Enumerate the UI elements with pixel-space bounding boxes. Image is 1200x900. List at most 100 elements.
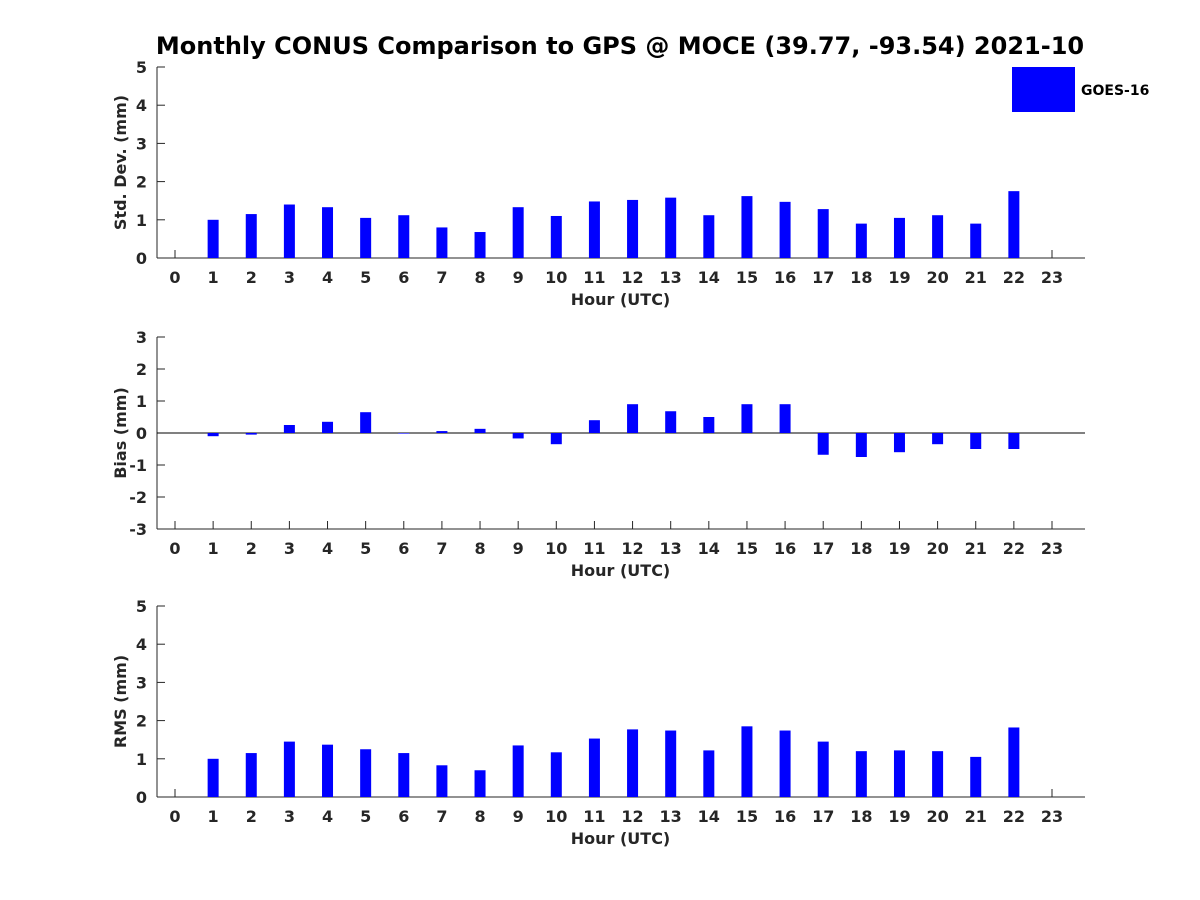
bar-21 [970, 223, 982, 258]
x-tick-label: 14 [698, 268, 720, 287]
y-tick-label: 2 [136, 173, 147, 192]
x-axis-label: Hour (UTC) [571, 290, 671, 309]
bar-16 [779, 730, 791, 797]
x-tick-label: 20 [926, 539, 948, 558]
x-tick-label: 22 [1003, 268, 1025, 287]
y-axis-label: Bias (mm) [111, 387, 130, 479]
x-tick-label: 8 [474, 268, 485, 287]
x-tick-label: 10 [545, 539, 567, 558]
x-tick-label: 7 [436, 268, 447, 287]
bar-10 [550, 433, 562, 445]
x-tick-label: 1 [208, 268, 219, 287]
x-tick-label: 12 [621, 268, 643, 287]
x-tick-label: 9 [513, 268, 524, 287]
x-tick-label: 0 [169, 807, 180, 826]
x-tick-label: 13 [660, 539, 682, 558]
bar-13 [665, 197, 677, 258]
x-tick-label: 21 [965, 268, 987, 287]
x-tick-label: 14 [698, 807, 720, 826]
bar-14 [703, 215, 715, 258]
bar-16 [779, 404, 791, 433]
bar-19 [893, 433, 905, 453]
bar-21 [970, 433, 982, 449]
bar-3 [283, 425, 295, 433]
x-axis-label: Hour (UTC) [571, 829, 671, 848]
x-tick-label: 19 [888, 807, 910, 826]
x-tick-label: 7 [436, 807, 447, 826]
bar-11 [588, 738, 600, 797]
x-tick-label: 18 [850, 807, 872, 826]
x-tick-label: 14 [698, 539, 720, 558]
x-tick-label: 22 [1003, 807, 1025, 826]
bar-4 [322, 207, 334, 258]
y-tick-label: 3 [136, 673, 147, 692]
bar-6 [398, 753, 410, 797]
x-tick-label: 15 [736, 807, 758, 826]
bar-8 [474, 232, 486, 258]
x-tick-label: 6 [398, 268, 409, 287]
x-tick-label: 0 [169, 268, 180, 287]
y-tick-label: 5 [136, 58, 147, 77]
x-tick-label: 4 [322, 807, 333, 826]
bar-17 [817, 433, 829, 455]
y-tick-label: 1 [136, 211, 147, 230]
y-tick-label: 2 [136, 712, 147, 731]
bar-10 [550, 215, 562, 258]
x-tick-label: 0 [169, 539, 180, 558]
bar-5 [360, 749, 372, 797]
bar-13 [665, 411, 677, 433]
bar-12 [627, 404, 639, 433]
bar-1 [207, 219, 219, 258]
x-tick-label: 2 [246, 268, 257, 287]
bar-21 [970, 756, 982, 797]
x-tick-label: 19 [888, 539, 910, 558]
x-tick-label: 1 [208, 807, 219, 826]
x-axis-label: Hour (UTC) [571, 561, 671, 580]
x-tick-label: 13 [660, 807, 682, 826]
bar-5 [360, 217, 372, 258]
y-axis-label: RMS (mm) [111, 655, 130, 748]
x-tick-label: 2 [246, 807, 257, 826]
x-tick-label: 11 [583, 807, 605, 826]
x-tick-label: 10 [545, 807, 567, 826]
x-tick-label: 7 [436, 539, 447, 558]
x-tick-label: 23 [1041, 539, 1063, 558]
bar-3 [283, 204, 295, 258]
bar-8 [474, 428, 486, 433]
x-tick-label: 15 [736, 268, 758, 287]
bar-12 [627, 199, 639, 258]
x-tick-label: 21 [965, 807, 987, 826]
bar-3 [283, 741, 295, 797]
bar-4 [322, 744, 334, 797]
y-tick-label: -3 [129, 520, 147, 539]
x-tick-label: 6 [398, 807, 409, 826]
x-tick-label: 16 [774, 539, 796, 558]
x-tick-label: 20 [926, 807, 948, 826]
bar-1 [207, 758, 219, 797]
x-tick-label: 23 [1041, 807, 1063, 826]
bar-6 [398, 433, 410, 434]
bar-22 [1008, 433, 1020, 449]
x-tick-label: 16 [774, 807, 796, 826]
bar-7 [436, 765, 448, 797]
bar-11 [588, 420, 600, 433]
x-tick-label: 6 [398, 539, 409, 558]
bar-2 [245, 214, 257, 258]
x-tick-label: 5 [360, 807, 371, 826]
bar-14 [703, 417, 715, 433]
x-tick-label: 1 [208, 539, 219, 558]
y-tick-label: 3 [136, 134, 147, 153]
x-tick-label: 8 [474, 539, 485, 558]
y-tick-label: 5 [136, 597, 147, 616]
bar-17 [817, 741, 829, 797]
x-tick-label: 22 [1003, 539, 1025, 558]
x-tick-label: 18 [850, 268, 872, 287]
y-tick-label: -2 [129, 488, 147, 507]
bar-11 [588, 201, 600, 258]
bar-15 [741, 196, 753, 258]
bar-4 [322, 421, 334, 433]
